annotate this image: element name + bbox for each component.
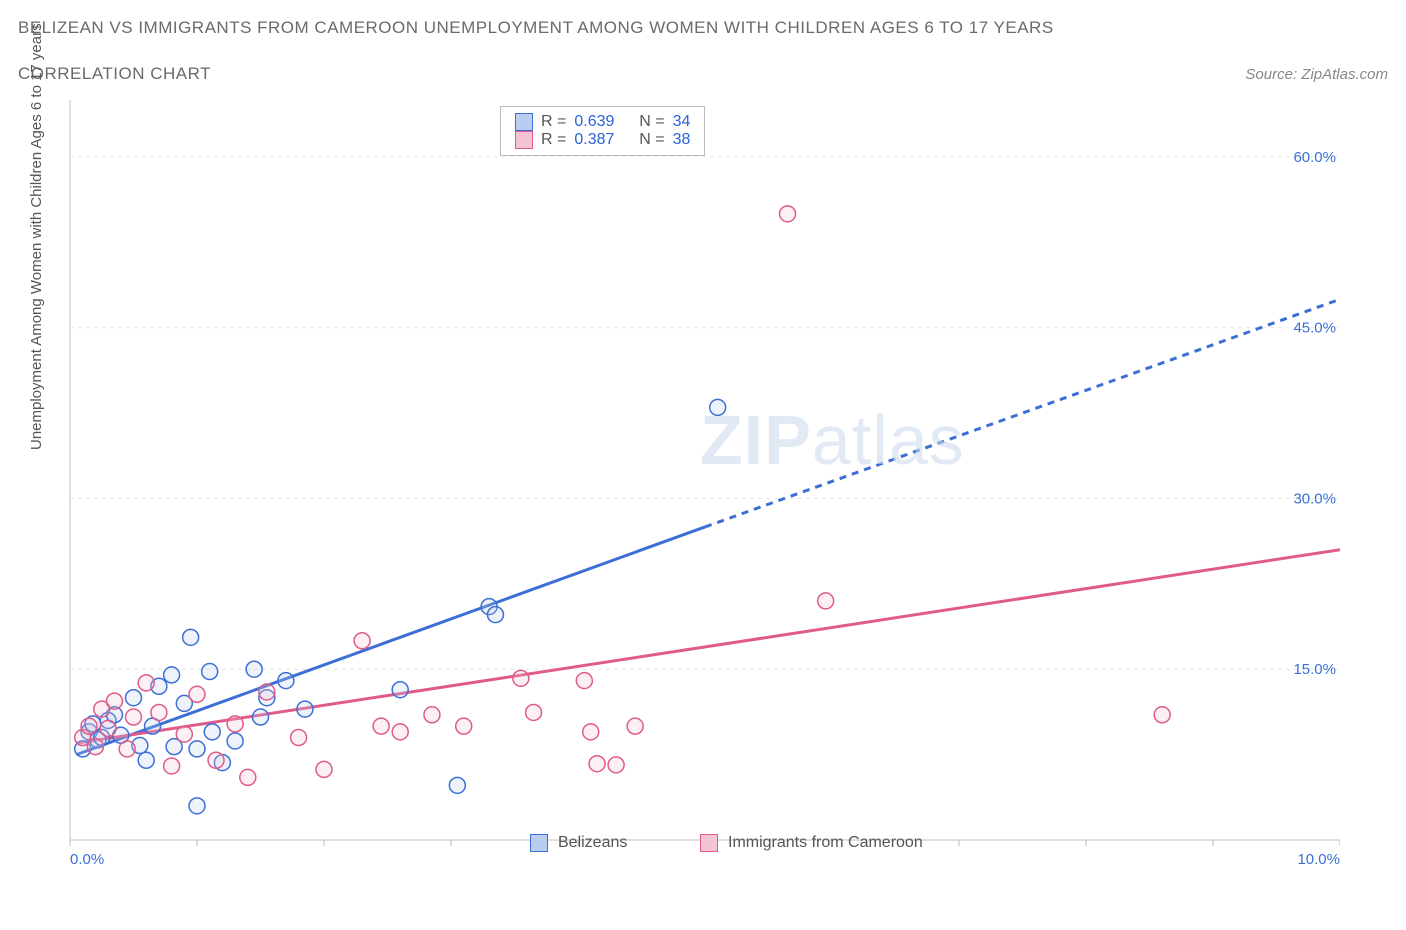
source-prefix: Source: [1245,66,1301,83]
stats-row-cameroon: R = 0.387 N = 38 [515,131,690,149]
stats-row-belizeans: R = 0.639 N = 34 [515,113,690,131]
swatch-cameroon [515,131,533,149]
n-label: N = [639,113,664,131]
y-axis-label: Unemployment Among Women with Children A… [28,23,45,450]
swatch-belizeans [515,113,533,131]
correlation-stats-box: R = 0.639 N = 34 R = 0.387 N = 38 [500,106,705,156]
svg-text:0.0%: 0.0% [70,851,104,868]
source-name: ZipAtlas.com [1301,66,1388,83]
chart-area: 15.0%30.0%45.0%60.0%0.0%10.0% ZIPatlas R… [60,100,1340,870]
r-value-cameroon: 0.387 [574,131,614,149]
legend-cameroon: Immigrants from Cameroon [700,834,923,852]
svg-text:10.0%: 10.0% [1297,851,1340,868]
r-value-belizeans: 0.639 [574,113,614,131]
scatter-plot: 15.0% 30.0% 45.0% 60.0% 0.0% 10.0% [60,100,1340,870]
svg-text:30.0%: 30.0% [1293,490,1336,507]
legend-label-cameroon: Immigrants from Cameroon [728,834,923,852]
source-attribution: Source: ZipAtlas.com [1245,66,1388,83]
r-label: R = [541,131,566,149]
r-label: R = [541,113,566,131]
chart-title: BELIZEAN VS IMMIGRANTS FROM CAMEROON UNE… [18,18,1054,38]
legend-label-belizeans: Belizeans [558,834,627,852]
legend-swatch-cameroon [700,834,718,852]
chart-subtitle: CORRELATION CHART [18,64,211,84]
legend-belizeans: Belizeans [530,834,627,852]
svg-text:45.0%: 45.0% [1293,320,1336,337]
svg-text:15.0%: 15.0% [1293,661,1336,678]
n-value-cameroon: 38 [673,131,691,149]
n-value-belizeans: 34 [673,113,691,131]
svg-text:60.0%: 60.0% [1293,149,1336,166]
subtitle-row: CORRELATION CHART Source: ZipAtlas.com [18,64,1388,84]
legend-swatch-belizeans [530,834,548,852]
n-label: N = [639,131,664,149]
